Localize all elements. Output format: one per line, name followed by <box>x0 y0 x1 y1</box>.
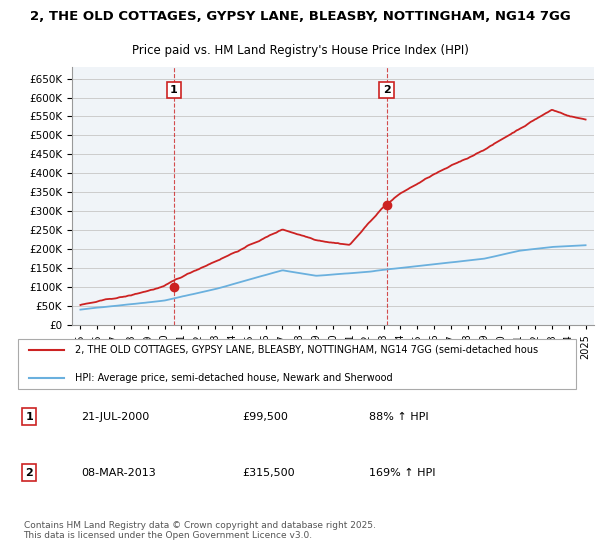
Text: HPI: Average price, semi-detached house, Newark and Sherwood: HPI: Average price, semi-detached house,… <box>76 373 393 383</box>
Text: 2, THE OLD COTTAGES, GYPSY LANE, BLEASBY, NOTTINGHAM, NG14 7GG: 2, THE OLD COTTAGES, GYPSY LANE, BLEASBY… <box>29 10 571 24</box>
Text: 1: 1 <box>25 412 33 422</box>
Text: £99,500: £99,500 <box>242 412 288 422</box>
Text: 21-JUL-2000: 21-JUL-2000 <box>81 412 149 422</box>
FancyBboxPatch shape <box>18 339 577 389</box>
Text: 1: 1 <box>170 85 178 95</box>
Text: 2: 2 <box>383 85 391 95</box>
Text: 08-MAR-2013: 08-MAR-2013 <box>81 468 156 478</box>
Text: Contains HM Land Registry data © Crown copyright and database right 2025.
This d: Contains HM Land Registry data © Crown c… <box>23 521 376 540</box>
Text: 2, THE OLD COTTAGES, GYPSY LANE, BLEASBY, NOTTINGHAM, NG14 7GG (semi-detached ho: 2, THE OLD COTTAGES, GYPSY LANE, BLEASBY… <box>76 345 538 355</box>
Text: 169% ↑ HPI: 169% ↑ HPI <box>369 468 436 478</box>
Text: £315,500: £315,500 <box>242 468 295 478</box>
Text: 2: 2 <box>25 468 33 478</box>
Text: 88% ↑ HPI: 88% ↑ HPI <box>369 412 429 422</box>
Text: Price paid vs. HM Land Registry's House Price Index (HPI): Price paid vs. HM Land Registry's House … <box>131 44 469 57</box>
